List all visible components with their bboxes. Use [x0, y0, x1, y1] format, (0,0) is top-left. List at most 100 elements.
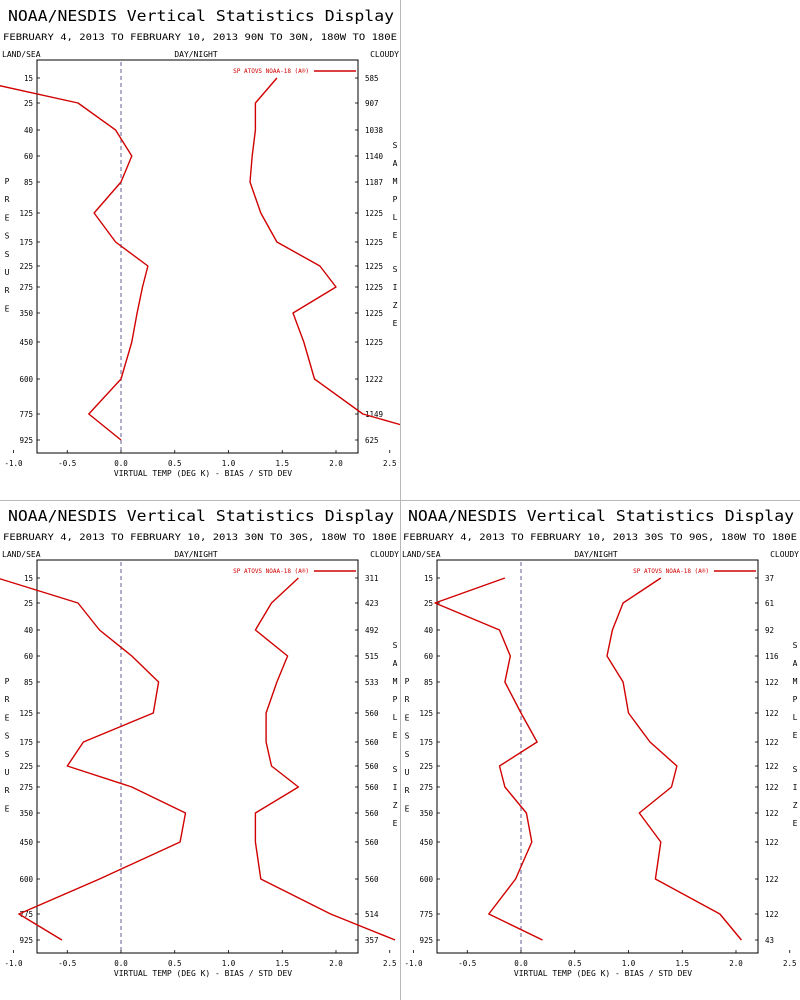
pressure-tick-label: 85 [424, 678, 433, 687]
chart-subtitle: FEBRUARY 4, 2013 TO FEBRUARY 10, 2013 30… [3, 533, 397, 543]
pressure-axis-letter: S [5, 232, 10, 241]
chart-subtitle: FEBRUARY 4, 2013 TO FEBRUARY 10, 2013 90… [3, 33, 397, 43]
x-tick-label: -0.5 [58, 959, 76, 968]
pressure-tick-label: 25 [424, 599, 433, 608]
header-left-label: LAND/SEA [402, 550, 441, 559]
sample-size-axis-letter: I [793, 783, 798, 792]
sample-size-label: 122 [765, 738, 779, 747]
sample-size-label: 1225 [365, 309, 383, 318]
pressure-tick-label: 350 [19, 309, 33, 318]
pressure-axis-letter: S [5, 250, 10, 259]
sample-size-label: 907 [365, 99, 379, 108]
pressure-tick-label: 85 [24, 678, 33, 687]
pressure-axis-letter: E [5, 213, 10, 222]
x-tick-label: -1.0 [404, 959, 423, 968]
header-center-label: DAY/NIGHT [174, 50, 218, 59]
header-right-label: CLOUDY [370, 50, 399, 59]
x-tick-label: 2.0 [329, 959, 343, 968]
pressure-tick-label: 225 [419, 762, 433, 771]
sample-size-axis-letter: A [793, 659, 798, 668]
sample-size-axis-letter: I [393, 783, 398, 792]
sample-size-axis-letter: S [393, 265, 398, 274]
sample-size-label: 43 [765, 936, 774, 945]
sample-size-label: 122 [765, 678, 779, 687]
pressure-tick-label: 15 [424, 574, 433, 583]
pressure-axis-letter: S [405, 732, 410, 741]
chart-panel-30n-30s: NOAA/NESDIS Vertical Statistics Display F… [0, 500, 400, 1000]
pressure-axis-letter: R [5, 286, 10, 295]
pressure-tick-label: 925 [19, 436, 33, 445]
x-tick-label: 1.0 [622, 959, 636, 968]
sample-size-axis-letter: E [793, 731, 798, 740]
sample-size-label: 37 [765, 574, 774, 583]
pressure-tick-label: 775 [19, 410, 33, 419]
sample-size-label: 560 [365, 762, 379, 771]
sample-size-axis-letter: S [793, 641, 798, 650]
sample-size-axis-letter: Z [393, 801, 398, 810]
pressure-tick-label: 60 [24, 152, 34, 161]
pressure-tick-label: 60 [424, 652, 434, 661]
sample-size-label: 357 [365, 936, 379, 945]
pressure-tick-label: 40 [424, 626, 434, 635]
pressure-tick-label: 600 [419, 875, 433, 884]
sample-size-axis-letter: P [793, 695, 798, 704]
pressure-axis-letter: E [5, 304, 10, 313]
std-dev-series-line [606, 577, 742, 941]
sample-size-label: 122 [765, 709, 779, 718]
sample-size-label: 560 [365, 783, 379, 792]
sample-size-label: 560 [365, 738, 379, 747]
sample-size-label: 122 [765, 910, 779, 919]
pressure-tick-label: 450 [19, 338, 33, 347]
pressure-axis-letter: S [5, 732, 10, 741]
pressure-tick-label: 40 [24, 126, 34, 135]
chart-svg: NOAA/NESDIS Vertical Statistics Display F… [0, 7, 400, 478]
pressure-tick-label: 775 [419, 910, 433, 919]
header-left-label: LAND/SEA [2, 50, 41, 59]
horizontal-divider [0, 500, 800, 501]
std-dev-series-line [249, 77, 400, 426]
pressure-tick-label: 450 [419, 838, 433, 847]
pressure-tick-label: 350 [419, 809, 433, 818]
pressure-tick-label: 275 [419, 783, 433, 792]
sample-size-axis-letter: Z [393, 301, 398, 310]
pressure-axis-letter: P [405, 677, 410, 686]
sample-size-axis-letter: M [793, 677, 798, 686]
pressure-tick-label: 175 [419, 738, 433, 747]
x-tick-label: 0.0 [114, 959, 128, 968]
sample-size-label: 585 [365, 74, 379, 83]
x-tick-label: 1.5 [275, 459, 289, 468]
header-right-label: CLOUDY [770, 550, 799, 559]
sample-size-axis-letter: E [393, 231, 398, 240]
pressure-tick-label: 350 [19, 809, 33, 818]
pressure-tick-label: 85 [24, 178, 33, 187]
x-tick-label: 1.0 [222, 959, 236, 968]
x-tick-label: -0.5 [58, 459, 76, 468]
chart-svg: NOAA/NESDIS Vertical Statistics Display F… [402, 507, 799, 978]
pressure-tick-label: 775 [19, 910, 33, 919]
sample-size-axis-letter: S [393, 765, 398, 774]
pressure-axis-letter: R [405, 786, 410, 795]
sample-size-label: 560 [365, 875, 379, 884]
chart-title: NOAA/NESDIS Vertical Statistics Display [408, 507, 794, 525]
pressure-tick-label: 25 [24, 99, 33, 108]
sample-size-label: 1225 [365, 283, 383, 292]
pressure-axis-letter: E [5, 713, 10, 722]
x-tick-label: 2.5 [783, 959, 797, 968]
legend-label: SP ATOVS NOAA-18 (A®) [233, 568, 309, 575]
sample-size-label: 92 [765, 626, 774, 635]
sample-size-axis-letter: E [393, 731, 398, 740]
pressure-axis-letter: S [405, 750, 410, 759]
sample-size-label: 533 [365, 678, 379, 687]
sample-size-label: 311 [365, 574, 379, 583]
x-tick-label: 1.0 [222, 459, 236, 468]
header-right-label: CLOUDY [370, 550, 399, 559]
sample-size-label: 1225 [365, 209, 383, 218]
plot-frame [36, 59, 359, 454]
pressure-tick-label: 275 [19, 783, 33, 792]
sample-size-label: 122 [765, 783, 779, 792]
header-center-label: DAY/NIGHT [574, 550, 618, 559]
sample-size-axis-letter: L [393, 713, 398, 722]
sample-size-label: 560 [365, 709, 379, 718]
x-tick-label: 2.5 [383, 959, 397, 968]
x-tick-label: 1.5 [675, 959, 689, 968]
